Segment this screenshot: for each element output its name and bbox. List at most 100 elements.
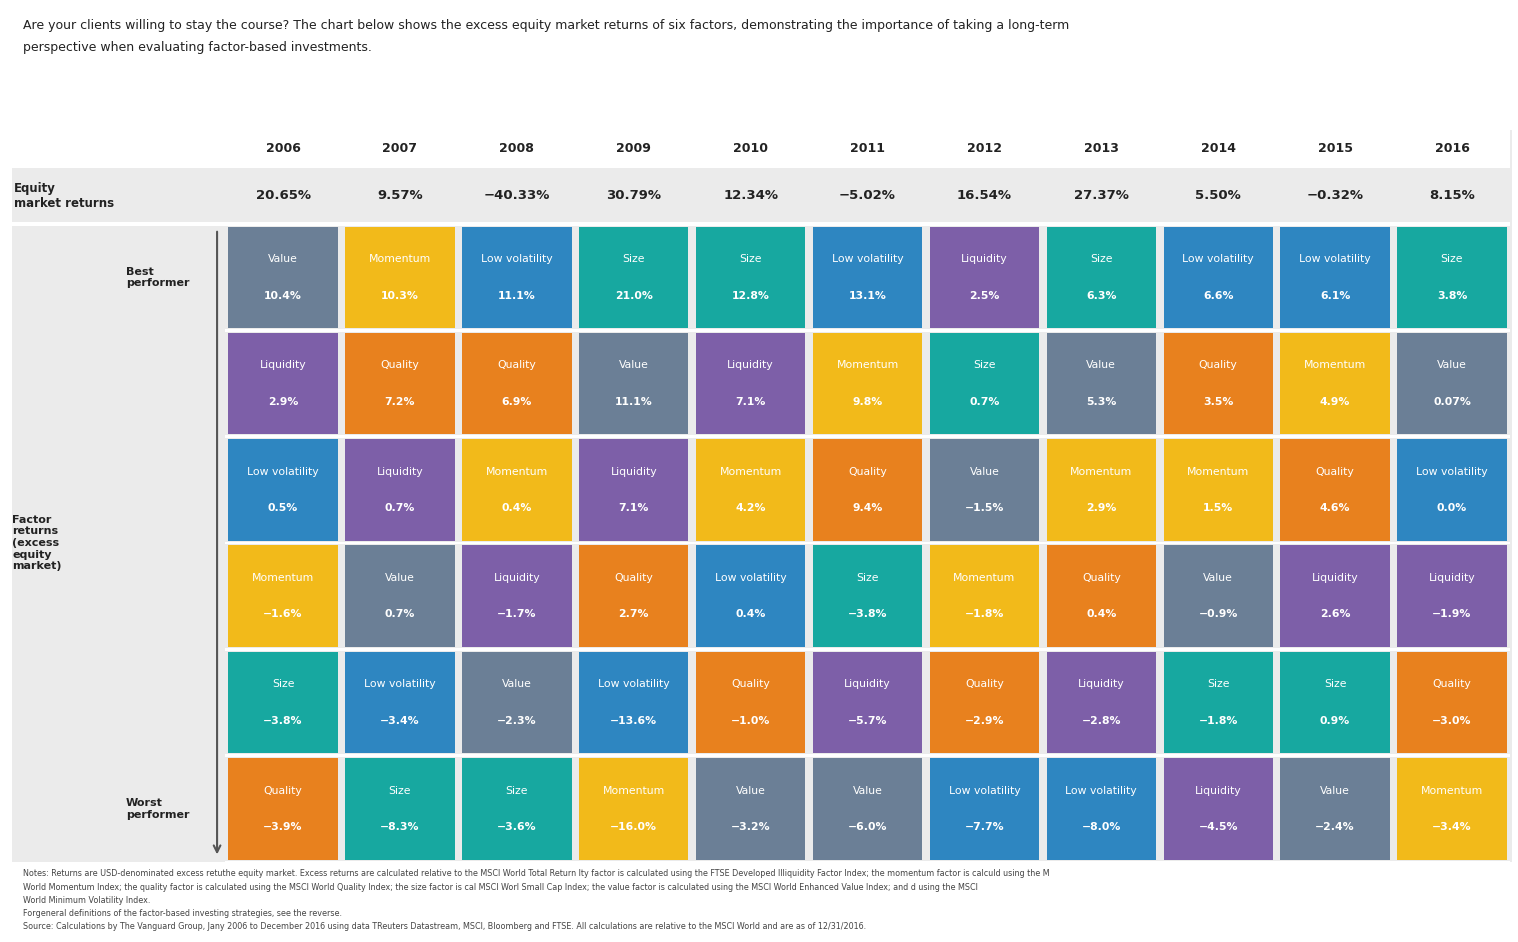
Text: 6.9%: 6.9% — [501, 397, 533, 407]
Text: Size: Size — [389, 786, 411, 795]
Text: Liquidity: Liquidity — [844, 679, 891, 690]
Text: Low volatility: Low volatility — [247, 466, 319, 477]
Text: 0.4%: 0.4% — [1085, 609, 1117, 620]
Text: −1.9%: −1.9% — [1433, 609, 1471, 620]
Text: −1.7%: −1.7% — [496, 609, 537, 620]
Text: Size: Size — [856, 573, 879, 583]
Text: Low volatility: Low volatility — [481, 254, 553, 264]
Text: World Momentum Index; the quality factor is calculated using the MSCI World Qual: World Momentum Index; the quality factor… — [23, 883, 978, 892]
Text: 20.65%: 20.65% — [255, 189, 311, 203]
Text: −5.7%: −5.7% — [847, 716, 888, 725]
Text: Liquidity: Liquidity — [493, 573, 540, 583]
Text: Low volatility: Low volatility — [832, 254, 903, 264]
Text: −3.2%: −3.2% — [730, 822, 771, 832]
Text: Quality: Quality — [615, 573, 653, 583]
Text: Quality: Quality — [1199, 361, 1237, 370]
Text: 10.4%: 10.4% — [264, 291, 302, 300]
Text: World Minimum Volatility Index.: World Minimum Volatility Index. — [23, 896, 150, 905]
Text: −3.6%: −3.6% — [496, 822, 537, 832]
Text: 0.07%: 0.07% — [1433, 397, 1471, 407]
Text: 11.1%: 11.1% — [615, 397, 653, 407]
Text: −13.6%: −13.6% — [610, 716, 657, 725]
Text: 2.7%: 2.7% — [618, 609, 650, 620]
Text: 5.50%: 5.50% — [1195, 189, 1242, 203]
Text: −2.8%: −2.8% — [1081, 716, 1122, 725]
Text: 0.4%: 0.4% — [501, 503, 533, 513]
Text: −2.9%: −2.9% — [964, 716, 1005, 725]
Text: 6.1%: 6.1% — [1319, 291, 1351, 300]
Text: 0.4%: 0.4% — [735, 609, 767, 620]
Text: −16.0%: −16.0% — [610, 822, 657, 832]
Text: −8.3%: −8.3% — [380, 822, 420, 832]
Text: −1.8%: −1.8% — [1199, 716, 1237, 725]
Text: 9.4%: 9.4% — [852, 503, 883, 513]
Text: Momentum: Momentum — [720, 466, 782, 477]
Text: 0.7%: 0.7% — [384, 503, 416, 513]
Text: Momentum: Momentum — [603, 786, 665, 795]
Text: Liquidity: Liquidity — [1312, 573, 1359, 583]
Text: Size: Size — [1207, 679, 1230, 690]
Text: 2009: 2009 — [616, 142, 651, 155]
Text: Liquidity: Liquidity — [1078, 679, 1125, 690]
Text: 7.2%: 7.2% — [384, 397, 416, 407]
Text: Low volatility: Low volatility — [1416, 466, 1488, 477]
Text: Low volatility: Low volatility — [1299, 254, 1371, 264]
Text: −4.5%: −4.5% — [1198, 822, 1239, 832]
Text: Momentum: Momentum — [1421, 786, 1483, 795]
Text: −3.4%: −3.4% — [380, 716, 420, 725]
Text: −3.0%: −3.0% — [1431, 716, 1472, 725]
Text: Momentum: Momentum — [369, 254, 431, 264]
Text: Worst
performer: Worst performer — [126, 798, 190, 820]
Text: Size: Size — [1441, 254, 1463, 264]
Text: Value: Value — [970, 466, 999, 477]
Text: −3.8%: −3.8% — [847, 609, 888, 620]
Text: Low volatility: Low volatility — [1183, 254, 1254, 264]
Text: Size: Size — [622, 254, 645, 264]
Text: Are your clients willing to stay the course? The chart below shows the excess eq: Are your clients willing to stay the cou… — [23, 19, 1069, 32]
Text: Liquidity: Liquidity — [610, 466, 657, 477]
Text: Liquidity: Liquidity — [1428, 573, 1475, 583]
Text: 16.54%: 16.54% — [956, 189, 1013, 203]
Text: Low volatility: Low volatility — [598, 679, 669, 690]
Text: −0.32%: −0.32% — [1307, 189, 1363, 203]
Text: 0.0%: 0.0% — [1438, 503, 1466, 513]
Text: −1.8%: −1.8% — [965, 609, 1003, 620]
Text: Equity
market returns: Equity market returns — [14, 182, 114, 210]
Text: 30.79%: 30.79% — [606, 189, 662, 203]
Text: 2.6%: 2.6% — [1319, 609, 1351, 620]
Text: Momentum: Momentum — [1304, 361, 1366, 370]
Text: −3.4%: −3.4% — [1431, 822, 1472, 832]
Text: Value: Value — [269, 254, 298, 264]
Text: Momentum: Momentum — [486, 466, 548, 477]
Text: 5.3%: 5.3% — [1085, 397, 1117, 407]
Text: Value: Value — [386, 573, 414, 583]
Text: −6.0%: −6.0% — [847, 822, 888, 832]
Text: Low volatility: Low volatility — [949, 786, 1020, 795]
Text: Low volatility: Low volatility — [715, 573, 786, 583]
Text: Value: Value — [853, 786, 882, 795]
Text: Low volatility: Low volatility — [1066, 786, 1137, 795]
Text: Value: Value — [1438, 361, 1466, 370]
Text: 7.1%: 7.1% — [735, 397, 767, 407]
Text: Liquidity: Liquidity — [961, 254, 1008, 264]
Text: 2.9%: 2.9% — [1085, 503, 1117, 513]
Text: Momentum: Momentum — [1070, 466, 1132, 477]
Text: 2010: 2010 — [733, 142, 768, 155]
Text: −3.8%: −3.8% — [263, 716, 304, 725]
Text: perspective when evaluating factor-based investments.: perspective when evaluating factor-based… — [23, 41, 372, 54]
Text: Factor
returns
(excess
equity
market): Factor returns (excess equity market) — [12, 515, 62, 571]
Text: Value: Value — [502, 679, 531, 690]
Text: −2.3%: −2.3% — [496, 716, 537, 725]
Text: 2014: 2014 — [1201, 142, 1236, 155]
Text: Value: Value — [1204, 573, 1233, 583]
Text: 2006: 2006 — [266, 142, 301, 155]
Text: 2.5%: 2.5% — [968, 291, 1000, 300]
Text: Quality: Quality — [381, 361, 419, 370]
Text: 13.1%: 13.1% — [849, 291, 887, 300]
Text: Momentum: Momentum — [252, 573, 314, 583]
Text: 21.0%: 21.0% — [615, 291, 653, 300]
Text: 3.8%: 3.8% — [1436, 291, 1468, 300]
Text: Value: Value — [619, 361, 648, 370]
Text: −1.0%: −1.0% — [732, 716, 770, 725]
Text: Momentum: Momentum — [1187, 466, 1249, 477]
